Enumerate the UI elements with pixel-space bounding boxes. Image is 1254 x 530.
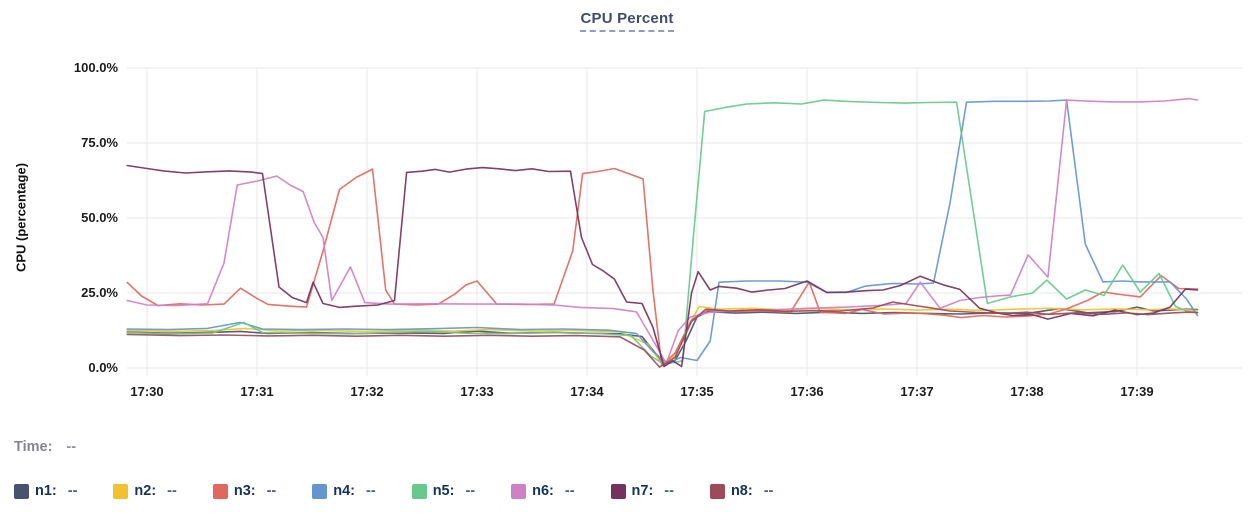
legend-item-n8[interactable]: n8: --: [709, 483, 774, 499]
series-legend: n1: -- n2: -- n3: -- n4: -- n5: -- n6: -- n7: -- n8: --: [14, 483, 773, 499]
legend-swatch-n4: [312, 483, 328, 499]
legend-swatch-n5: [411, 483, 427, 499]
legend-item-n4[interactable]: n4: --: [312, 483, 376, 499]
legend-item-n5[interactable]: n5: --: [411, 483, 476, 499]
legend-item-n1[interactable]: n1: --: [14, 483, 77, 499]
legend-item-n3[interactable]: n3: --: [212, 483, 277, 499]
legend-label-n4: n4:: [333, 483, 356, 499]
x-tick-17:38: 17:38: [1010, 384, 1044, 399]
x-tick-17:36: 17:36: [790, 384, 824, 399]
x-tick-17:35: 17:35: [680, 384, 714, 399]
series-line-n6: [126, 97, 1199, 365]
legend-swatch-n2: [113, 483, 129, 499]
series-line-n5: [126, 99, 1199, 366]
legend-label-n1: n1:: [35, 483, 57, 499]
y-tick-0.0%: 0.0%: [88, 360, 118, 375]
y-tick-50.0%: 50.0%: [81, 210, 118, 225]
x-tick-17:30: 17:30: [130, 384, 164, 399]
x-tick-17:34: 17:34: [570, 384, 604, 399]
series-line-n7: [126, 164, 1199, 368]
legend-value-n3: --: [266, 483, 277, 499]
series-line-n4: [126, 99, 1199, 365]
chart-title[interactable]: CPU Percent: [580, 10, 674, 32]
time-label: Time:: [14, 439, 53, 455]
legend-value-n7: --: [664, 483, 674, 499]
y-tick-75.0%: 75.0%: [81, 135, 118, 150]
legend-swatch-n1: [14, 483, 29, 499]
legend-swatch-n7: [610, 483, 626, 499]
x-tick-17:37: 17:37: [900, 384, 934, 399]
chart-title-wrap: CPU Percent: [0, 10, 1254, 32]
legend-swatch-n8: [709, 483, 725, 499]
legend-label-n6: n6:: [532, 483, 554, 499]
legend-item-n2[interactable]: n2: --: [113, 483, 177, 499]
legend-label-n3: n3:: [233, 483, 256, 499]
y-axis-title: CPU (percentage): [13, 162, 29, 273]
x-tick-17:31: 17:31: [240, 384, 274, 399]
legend-swatch-n6: [511, 483, 527, 499]
chart-canvas[interactable]: [0, 0, 1254, 420]
legend-label-n8: n8:: [730, 483, 753, 499]
legend-value-n1: --: [67, 483, 78, 499]
legend-label-n2: n2:: [134, 483, 157, 499]
y-tick-25.0%: 25.0%: [81, 285, 118, 300]
legend-swatch-n3: [212, 483, 228, 499]
legend-value-n8: --: [763, 483, 774, 499]
time-readout-row: Time: --: [14, 439, 76, 455]
legend-value-n6: --: [564, 483, 575, 499]
series-line-n3: [126, 167, 1199, 367]
legend-item-n6[interactable]: n6: --: [511, 483, 575, 499]
legend-value-n2: --: [167, 483, 177, 499]
series-line-n8: [126, 301, 1199, 368]
legend-item-n7[interactable]: n7: --: [610, 483, 674, 499]
x-tick-17:33: 17:33: [460, 384, 494, 399]
legend-label-n7: n7:: [631, 483, 654, 499]
x-tick-17:39: 17:39: [1120, 384, 1154, 399]
legend-value-n5: --: [465, 483, 476, 499]
x-tick-17:32: 17:32: [350, 384, 384, 399]
time-value: --: [66, 439, 77, 455]
legend-value-n4: --: [366, 483, 376, 499]
legend-label-n5: n5:: [432, 483, 455, 499]
y-tick-100.0%: 100.0%: [73, 60, 118, 75]
